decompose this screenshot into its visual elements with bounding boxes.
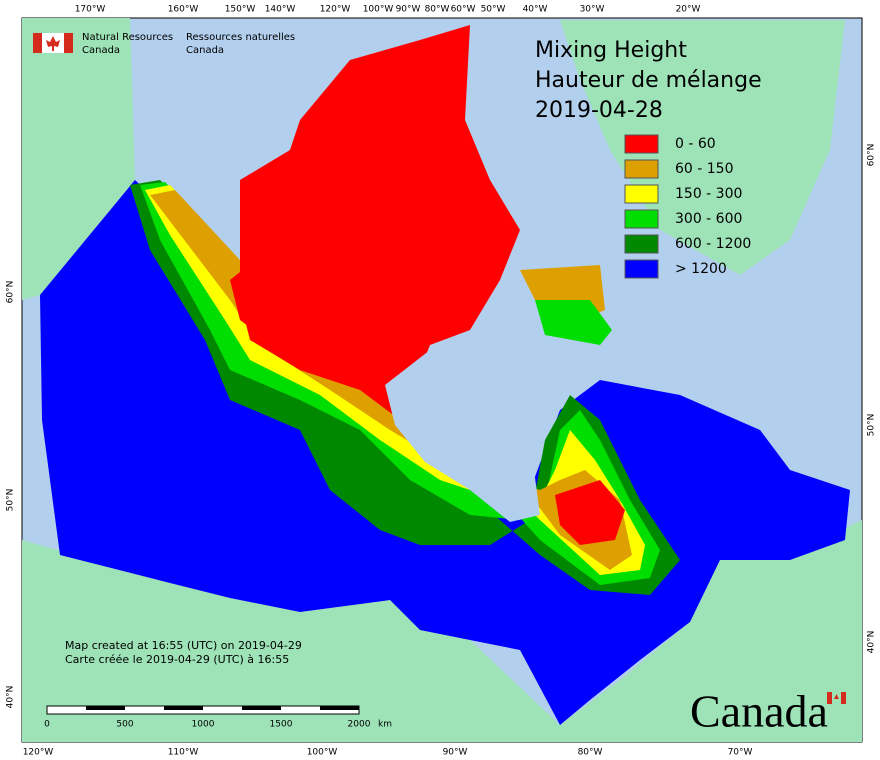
top-axis-label: 160°W xyxy=(168,5,199,15)
left-axis-label: 60°N xyxy=(6,281,16,304)
top-axis-label: 30°W xyxy=(580,5,605,15)
country-en: Canada xyxy=(82,45,120,56)
scale-label: 2000 xyxy=(348,720,371,730)
zone-red-mainland xyxy=(230,230,400,360)
bottom-axis-label: 120°W xyxy=(23,748,54,758)
bottom-axis-label: 100°W xyxy=(307,748,338,758)
top-axis-label: 100°W xyxy=(363,5,394,15)
wordmark: Canada xyxy=(690,686,828,737)
top-axis-label: 140°W xyxy=(265,5,296,15)
wordmark-flag xyxy=(827,692,846,704)
top-axis-label: 120°W xyxy=(320,5,351,15)
legend-label: > 1200 xyxy=(675,261,727,277)
agency-fr: Ressources naturelles xyxy=(186,32,295,43)
legend-swatch xyxy=(624,184,659,204)
right-axis-label: 40°N xyxy=(867,631,877,654)
legend-label: 300 - 600 xyxy=(675,211,742,227)
scale-unit: km xyxy=(378,720,392,730)
top-axis-label: 50°W xyxy=(481,5,506,15)
legend-swatch xyxy=(624,159,659,179)
hudson-bay xyxy=(385,350,540,522)
credit-fr: Carte créée le 2019-04-29 (UTC) à 16:55 xyxy=(65,653,289,666)
bottom-axis-label: 90°W xyxy=(443,748,468,758)
greenland xyxy=(560,20,845,275)
top-axis-label: 60°W xyxy=(451,5,476,15)
legend-swatch xyxy=(624,134,659,154)
bottom-axis-label: 110°W xyxy=(168,748,199,758)
right-axis-label: 50°N xyxy=(867,414,877,437)
top-axis-label: 40°W xyxy=(523,5,548,15)
logo xyxy=(33,33,73,53)
zone-red-quebec xyxy=(555,480,625,545)
top-axis-label: 170°W xyxy=(75,5,106,15)
title-fr: Hauteur de mélange xyxy=(535,68,762,93)
left-axis-label: 40°N xyxy=(6,686,16,709)
scale-label: 1000 xyxy=(192,720,215,730)
legend-label: 600 - 1200 xyxy=(675,236,751,252)
scale-label: 500 xyxy=(116,720,133,730)
legend-swatch xyxy=(624,259,659,279)
alaska xyxy=(22,18,135,300)
scale-bar xyxy=(46,705,360,715)
bottom-axis-label: 70°W xyxy=(728,748,753,758)
top-axis-label: 90°W xyxy=(396,5,421,15)
title-en: Mixing Height xyxy=(535,38,687,63)
zone-green-ungava xyxy=(535,300,612,345)
scale-label: 0 xyxy=(44,720,50,730)
scale-label: 1500 xyxy=(270,720,293,730)
top-axis-label: 20°W xyxy=(676,5,701,15)
right-axis-label: 60°N xyxy=(867,144,877,167)
bottom-axis-label: 80°W xyxy=(578,748,603,758)
legend-label: 60 - 150 xyxy=(675,161,734,177)
legend-swatch xyxy=(624,209,659,229)
legend-swatch xyxy=(624,234,659,254)
top-axis-label: 80°W xyxy=(425,5,450,15)
date: 2019-04-28 xyxy=(535,98,663,123)
agency-en: Natural Resources xyxy=(82,32,173,43)
legend-label: 0 - 60 xyxy=(675,136,716,152)
left-axis-label: 50°N xyxy=(6,489,16,512)
legend-label: 150 - 300 xyxy=(675,186,742,202)
top-axis-label: 150°W xyxy=(225,5,256,15)
country-fr: Canada xyxy=(186,45,224,56)
credit-en: Map created at 16:55 (UTC) on 2019-04-29 xyxy=(65,639,302,652)
